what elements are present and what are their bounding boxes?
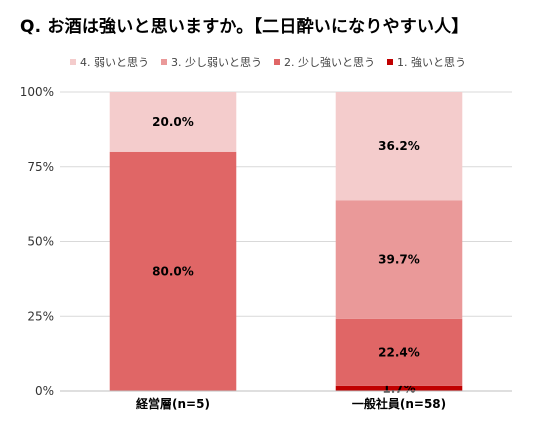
legend-item: 1. 強いと思う [387,54,466,70]
data-label: 22.4% [378,345,420,359]
chart-title: Q. お酒は強いと思いますか。【二日酔いになりやすい人】 [20,17,469,37]
legend-swatch [70,59,76,65]
data-label: 39.7% [378,253,420,267]
y-tick-label: 0% [35,384,54,398]
bar-segment [109,151,237,391]
y-tick-label: 25% [27,309,54,323]
data-label: 80.0% [152,264,194,278]
y-tick-label: 75% [27,160,54,174]
legend-swatch [161,59,167,65]
bar-segment [335,318,463,386]
legend-item: 2. 少し強いと思う [274,54,375,70]
data-label: 36.2% [378,139,420,153]
bar-segment [109,92,237,152]
legend-label: 3. 少し弱いと思う [171,56,262,69]
bar-segment [335,92,463,201]
legend-item: 4. 弱いと思う [70,54,149,70]
category-label: 経営層(n=5) [136,396,210,411]
legend-label: 1. 強いと思う [397,56,466,69]
bar-segment [335,385,463,391]
legend-swatch [387,59,393,65]
legend: 4. 弱いと思う 3. 少し弱いと思う 2. 少し強いと思う 1. 強いと思う [0,54,536,70]
data-label: 20.0% [152,115,194,129]
category-label: 一般社員(n=58) [352,396,446,411]
legend-label: 2. 少し強いと思う [284,56,375,69]
legend-item: 3. 少し弱いと思う [161,54,262,70]
y-tick-label: 100% [20,85,54,99]
legend-label: 4. 弱いと思う [80,56,149,69]
y-tick-label: 50% [27,235,54,249]
legend-swatch [274,59,280,65]
bar-segment [335,200,463,319]
